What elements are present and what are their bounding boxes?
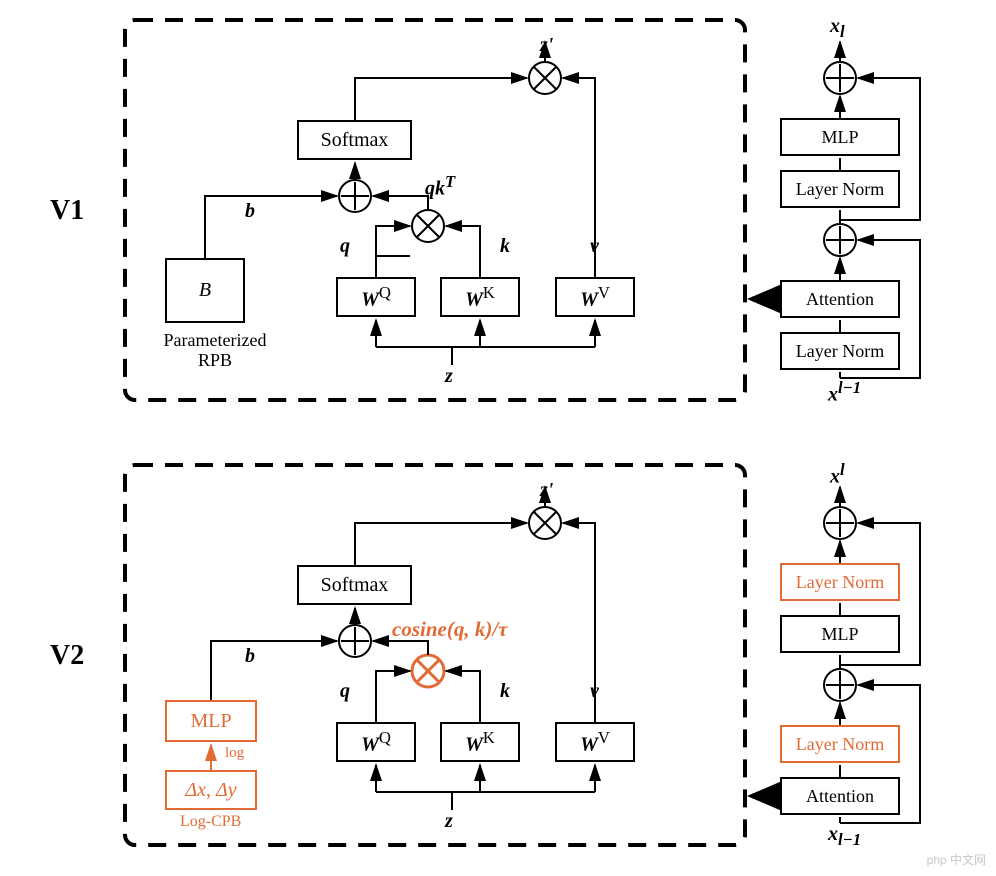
- v1-softmax: Softmax: [297, 120, 412, 160]
- v2-wv-sup: V: [598, 728, 610, 747]
- v1-qkT-sup: T: [445, 172, 455, 191]
- v2-z: z: [445, 810, 453, 833]
- v2-label: V2: [50, 640, 84, 672]
- v1-qkT: qkT: [425, 172, 455, 201]
- v1-side-ln1: Layer Norm: [780, 332, 900, 370]
- v2-zprime: z': [540, 479, 553, 502]
- v1-xout-sub: l: [840, 22, 845, 41]
- v1-q: q: [340, 235, 350, 258]
- v1-label: V1: [50, 195, 84, 227]
- v2-side-ln1: Layer Norm: [780, 725, 900, 763]
- v2-xl: xl: [830, 460, 845, 489]
- wv-sup: V: [598, 283, 610, 302]
- v1-xl: xl: [830, 15, 845, 42]
- v2-wq-W: W: [361, 733, 379, 755]
- v2-q: q: [340, 680, 350, 703]
- v2-WV-box: WV: [555, 722, 635, 762]
- v2-side-attn: Attention: [780, 777, 900, 815]
- v2-xout: x: [830, 466, 840, 488]
- v1-side-mlp: MLP: [780, 118, 900, 156]
- v1-qkT-main: qk: [425, 178, 445, 200]
- v1-v: v: [590, 235, 599, 258]
- v1-B-box: B: [165, 258, 245, 323]
- v1-WQ-box: WQ: [336, 277, 416, 317]
- v2-cosine: cosine(q, k)/τ: [392, 617, 507, 642]
- v1-B-cap1: Parameterized: [155, 330, 275, 351]
- v1-B-cap2: RPB: [155, 350, 275, 371]
- v1-xin-sup: l−1: [838, 378, 861, 397]
- v2-WQ-box: WQ: [336, 722, 416, 762]
- v2-k: k: [500, 680, 510, 703]
- v1-xout: x: [830, 15, 840, 37]
- v2-side-ln2: Layer Norm: [780, 563, 900, 601]
- wk-sup: K: [483, 283, 495, 302]
- v2-WK-box: WK: [440, 722, 520, 762]
- v2-softmax: Softmax: [297, 565, 412, 605]
- v1-zprime: z': [540, 34, 553, 57]
- wq-sup: Q: [379, 283, 391, 302]
- v1-z: z: [445, 365, 453, 388]
- v2-logcpb: Log-CPB: [180, 813, 241, 831]
- v2-b: b: [245, 645, 255, 668]
- v2-v: v: [590, 680, 599, 703]
- wv-W: W: [580, 288, 598, 310]
- v2-mlp-box: MLP: [165, 700, 257, 742]
- v2-wk-W: W: [465, 733, 483, 755]
- v2-xout-sup: l: [840, 460, 845, 479]
- v2-xin-sub: l−1: [838, 830, 861, 849]
- v1-side-attn: Attention: [780, 280, 900, 318]
- v2-xlm1: xl−1: [828, 823, 861, 850]
- v1-b: b: [245, 200, 255, 223]
- v2-xin: x: [828, 823, 838, 845]
- v2-delta-box: Δx, Δy: [165, 770, 257, 810]
- v2-log: log: [225, 745, 244, 762]
- v1-side-ln2: Layer Norm: [780, 170, 900, 208]
- v2-wv-W: W: [580, 733, 598, 755]
- v2-side-mlp: MLP: [780, 615, 900, 653]
- v2-wk-sup: K: [483, 728, 495, 747]
- watermark: php 中文网: [927, 851, 986, 868]
- v1-WV-box: WV: [555, 277, 635, 317]
- v1-xlm1: xl−1: [828, 378, 861, 407]
- wk-W: W: [465, 288, 483, 310]
- v1-WK-box: WK: [440, 277, 520, 317]
- v1-k: k: [500, 235, 510, 258]
- wq-W: W: [361, 288, 379, 310]
- v2-wq-sup: Q: [379, 728, 391, 747]
- v1-xin: x: [828, 384, 838, 406]
